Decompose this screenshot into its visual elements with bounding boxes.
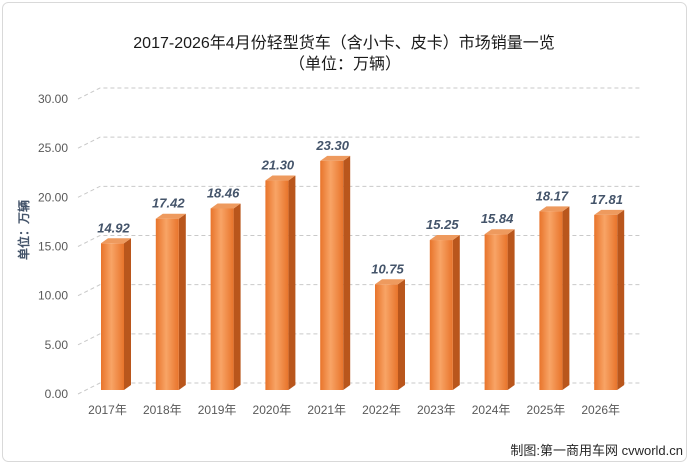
y-tick-label: 0.00 bbox=[45, 387, 69, 401]
bar bbox=[265, 175, 296, 390]
bar bbox=[155, 213, 186, 390]
gridline bbox=[77, 235, 641, 247]
data-label: 17.81 bbox=[590, 192, 623, 207]
bar-top-face bbox=[594, 209, 625, 215]
bar-front-face bbox=[375, 284, 398, 390]
data-labels: 14.92 17.42 18.46 21.30 23.30 10.75 15.25 15.84… bbox=[97, 138, 623, 276]
gridline bbox=[77, 136, 641, 149]
x-tick-label: 2024年 bbox=[472, 403, 511, 417]
data-label: 23.30 bbox=[315, 138, 349, 153]
bar-top-face bbox=[320, 155, 351, 161]
bar-front-face bbox=[210, 208, 234, 390]
bar bbox=[429, 235, 460, 390]
x-tick-label: 2023年 bbox=[417, 403, 456, 417]
bar-top-face bbox=[375, 279, 405, 285]
bar bbox=[594, 209, 625, 390]
data-label: 15.84 bbox=[481, 211, 514, 226]
data-label: 14.92 bbox=[97, 220, 130, 235]
data-label: 10.75 bbox=[371, 261, 404, 276]
bar-top-face bbox=[210, 203, 241, 209]
y-tick-label: 25.00 bbox=[38, 141, 68, 155]
y-tick-label: 10.00 bbox=[38, 289, 68, 303]
bar-front-face bbox=[484, 234, 508, 390]
y-axis-label: 单位：万辆 bbox=[16, 200, 31, 260]
chart-title: 2017-2026年4月份轻型货车（含小卡、皮卡）市场销量一览 bbox=[133, 34, 554, 52]
bar-front-face bbox=[155, 218, 179, 390]
y-axis-ticks: 0.00 5.00 10.00 15.00 20.00 25.00 30.00 bbox=[38, 92, 68, 401]
bar-side-face bbox=[124, 238, 131, 390]
bar bbox=[539, 206, 570, 390]
bar bbox=[484, 229, 515, 390]
data-label: 18.17 bbox=[536, 188, 569, 203]
bar-top-face bbox=[484, 229, 515, 235]
bar-side-face bbox=[288, 175, 296, 390]
bar-front-face bbox=[429, 240, 453, 390]
y-tick-label: 30.00 bbox=[38, 92, 68, 106]
bar-side-face bbox=[233, 203, 241, 390]
bar-side-face bbox=[178, 213, 186, 390]
x-tick-label: 2026年 bbox=[581, 403, 620, 417]
x-tick-label: 2018年 bbox=[143, 403, 182, 417]
gridline bbox=[77, 185, 641, 198]
gridlines bbox=[77, 87, 641, 395]
bar bbox=[320, 155, 351, 390]
x-tick-label: 2025年 bbox=[527, 403, 566, 417]
bar-top-face bbox=[101, 238, 131, 244]
data-label: 18.46 bbox=[207, 185, 240, 200]
bar bbox=[210, 203, 241, 390]
bar-top-face bbox=[539, 206, 570, 212]
bar-side-face bbox=[507, 229, 515, 390]
bar-side-face bbox=[343, 155, 351, 390]
data-label: 15.25 bbox=[426, 217, 459, 232]
x-tick-label: 2021年 bbox=[307, 403, 346, 417]
bar-front-face bbox=[539, 211, 563, 390]
bar-top-face bbox=[429, 235, 460, 241]
bar bbox=[375, 279, 405, 390]
bar-front-face bbox=[101, 243, 124, 390]
y-tick-label: 20.00 bbox=[38, 190, 68, 204]
y-tick-label: 5.00 bbox=[45, 338, 69, 352]
bar-front-face bbox=[320, 160, 344, 390]
bars bbox=[101, 155, 625, 390]
bar-front-face bbox=[594, 214, 618, 390]
x-axis-ticks: 2017年 2018年 2019年 2020年 2021年 2022年 2023年 2024年… bbox=[88, 403, 620, 417]
bar bbox=[101, 238, 131, 390]
data-label: 21.30 bbox=[261, 158, 295, 173]
bar-top-face bbox=[155, 213, 186, 219]
chart-subtitle: （单位：万辆） bbox=[289, 55, 401, 73]
bar-side-face bbox=[398, 279, 405, 390]
x-tick-label: 2017年 bbox=[88, 403, 127, 417]
footer-credit: 制图:第一商用车网 cvworld.cn bbox=[510, 443, 683, 458]
x-tick-label: 2019年 bbox=[198, 403, 237, 417]
bar-side-face bbox=[562, 206, 570, 390]
gridline bbox=[77, 333, 641, 346]
bar-top-face bbox=[265, 175, 296, 181]
gridline bbox=[77, 87, 641, 100]
bar-front-face bbox=[265, 180, 289, 390]
data-label: 17.42 bbox=[152, 196, 185, 211]
gridline bbox=[77, 382, 641, 395]
bar-side-face bbox=[617, 209, 625, 390]
y-tick-label: 15.00 bbox=[38, 240, 68, 254]
x-tick-label: 2022年 bbox=[362, 403, 401, 417]
bar-side-face bbox=[452, 235, 460, 390]
x-tick-label: 2020年 bbox=[253, 403, 292, 417]
gridline bbox=[77, 284, 641, 297]
